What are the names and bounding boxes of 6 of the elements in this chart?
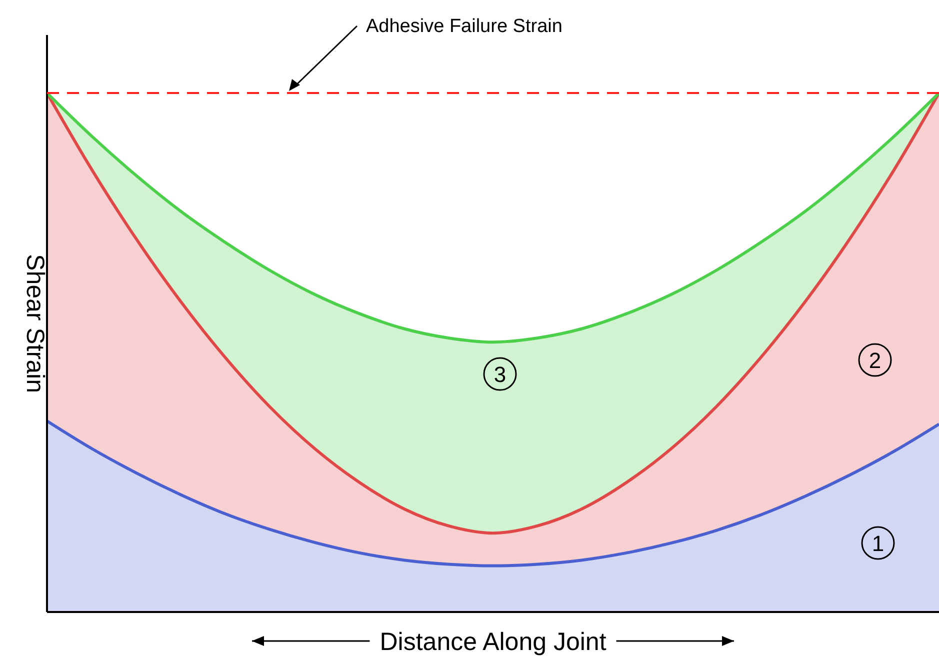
annotation: 1 bbox=[872, 531, 884, 556]
annotation: 3 bbox=[494, 362, 506, 387]
annotation: 2 bbox=[868, 348, 882, 373]
ref-line-label: Adhesive Failure Strain bbox=[366, 16, 562, 37]
x-axis-title: Distance Along Joint bbox=[380, 628, 606, 656]
y-axis-title: Shear Strain bbox=[21, 254, 49, 393]
